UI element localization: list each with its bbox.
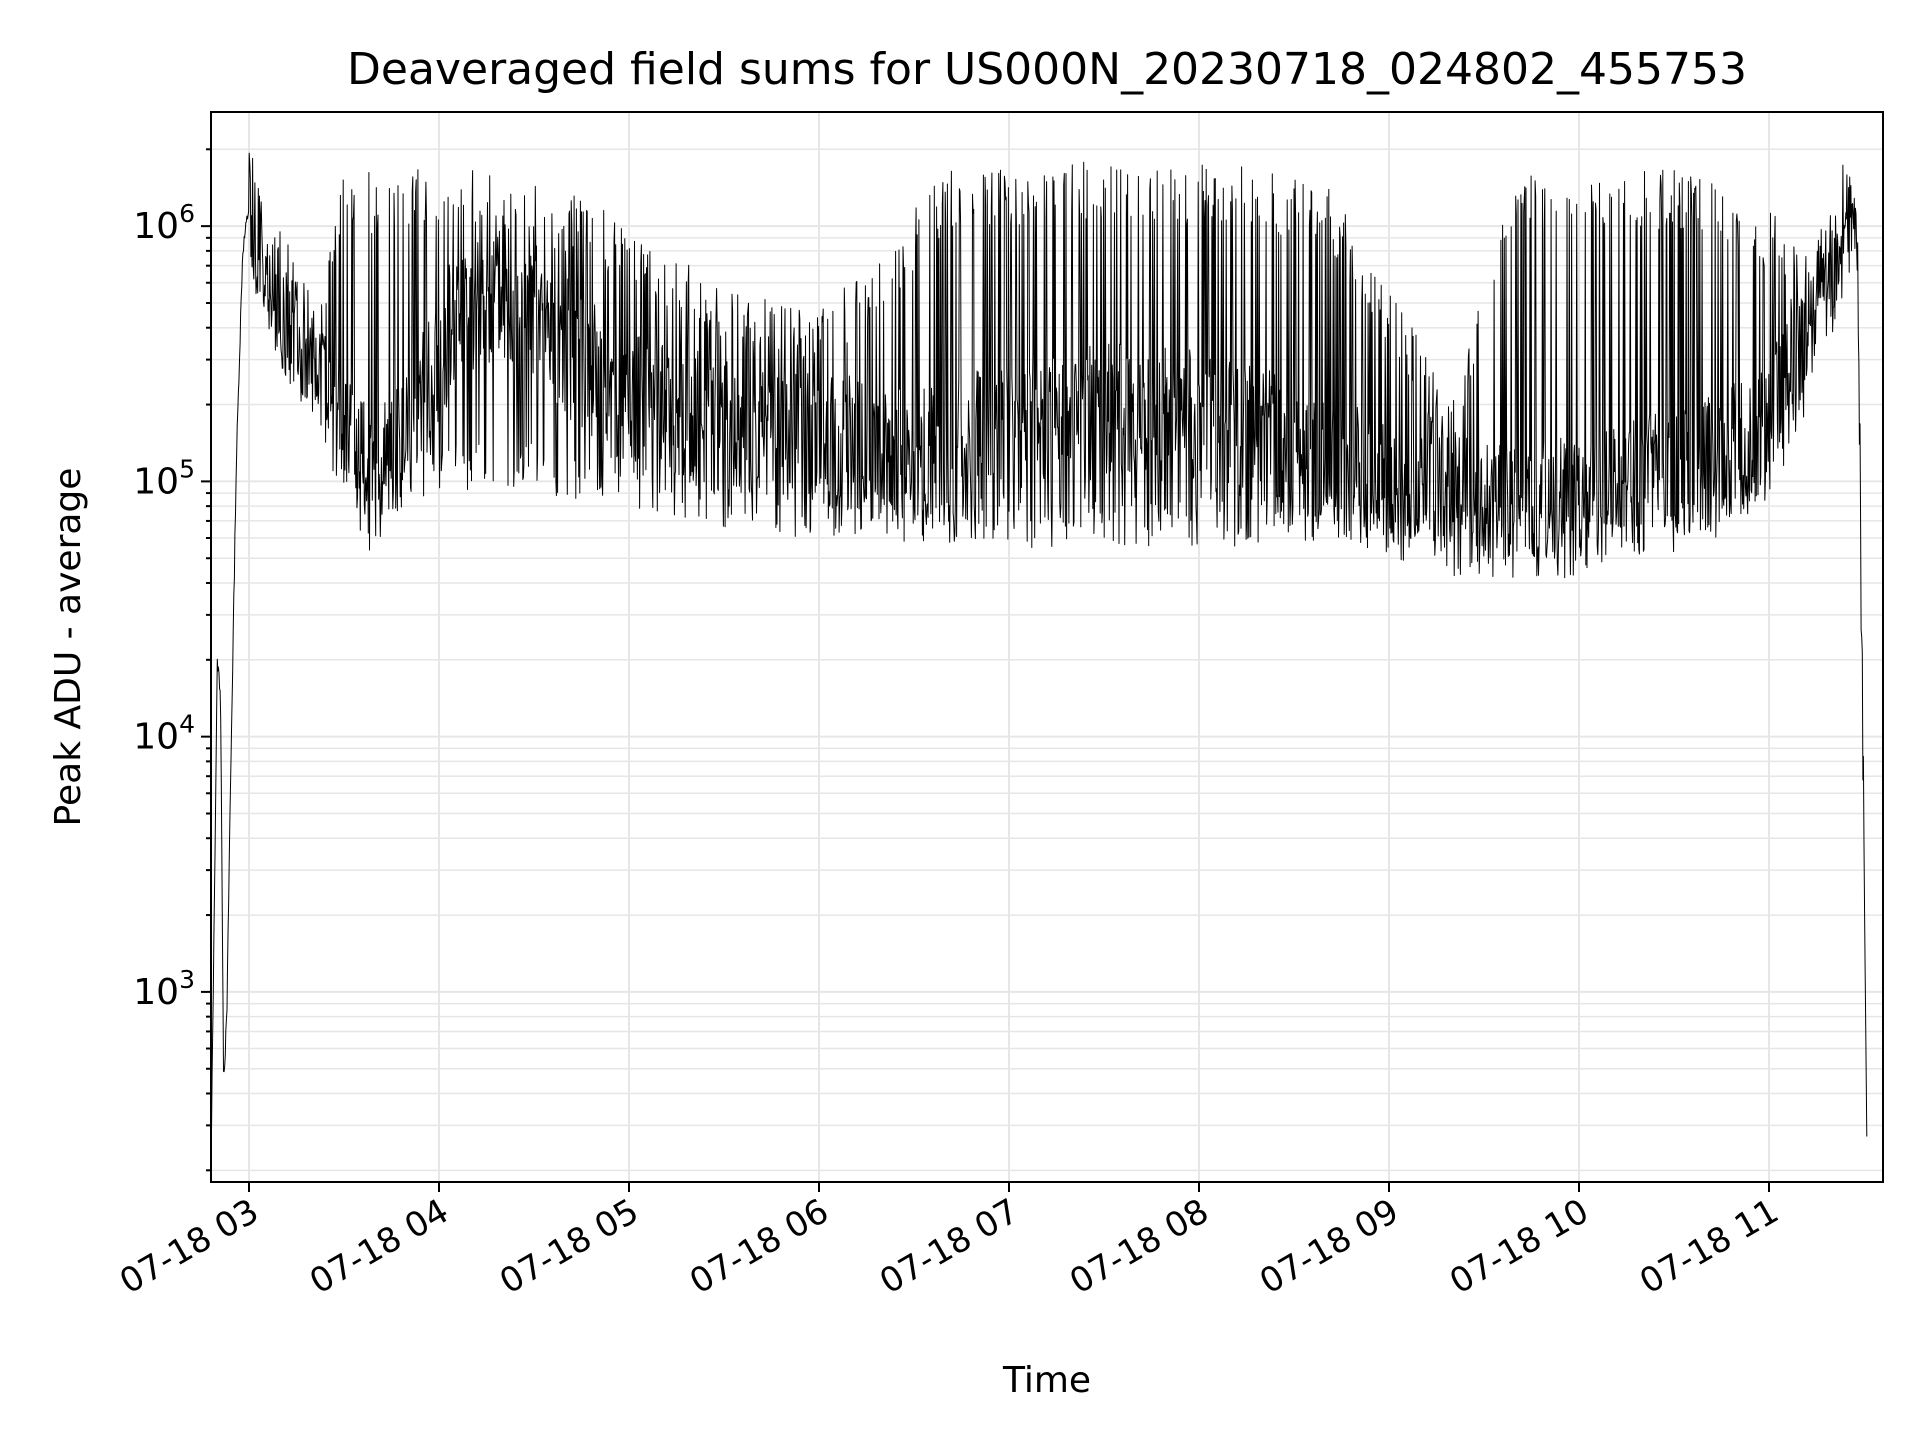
y-tick-label-base: 10 (133, 461, 179, 502)
y-tick-label-exponent: 3 (179, 965, 195, 994)
y-tick-label: 104 (133, 710, 195, 758)
y-tick-label-base: 10 (133, 206, 179, 247)
y-tick-label-base: 10 (133, 972, 179, 1013)
x-axis-label: Time (1002, 1360, 1091, 1401)
y-tick-label-base: 10 (133, 717, 179, 758)
y-tick-label: 106 (133, 199, 195, 247)
chart-title: Deaveraged field sums for US000N_2023071… (347, 44, 1747, 95)
plot-area-frame (210, 111, 1884, 1183)
y-tick-label: 103 (133, 965, 195, 1013)
series-line (210, 152, 1868, 1167)
y-tick-label-exponent: 4 (179, 710, 195, 739)
y-tick-label-exponent: 6 (179, 199, 195, 228)
y-tick-label-exponent: 5 (179, 454, 195, 483)
y-tick-label: 105 (133, 454, 195, 502)
y-axis-label: Peak ADU - average (48, 468, 89, 827)
